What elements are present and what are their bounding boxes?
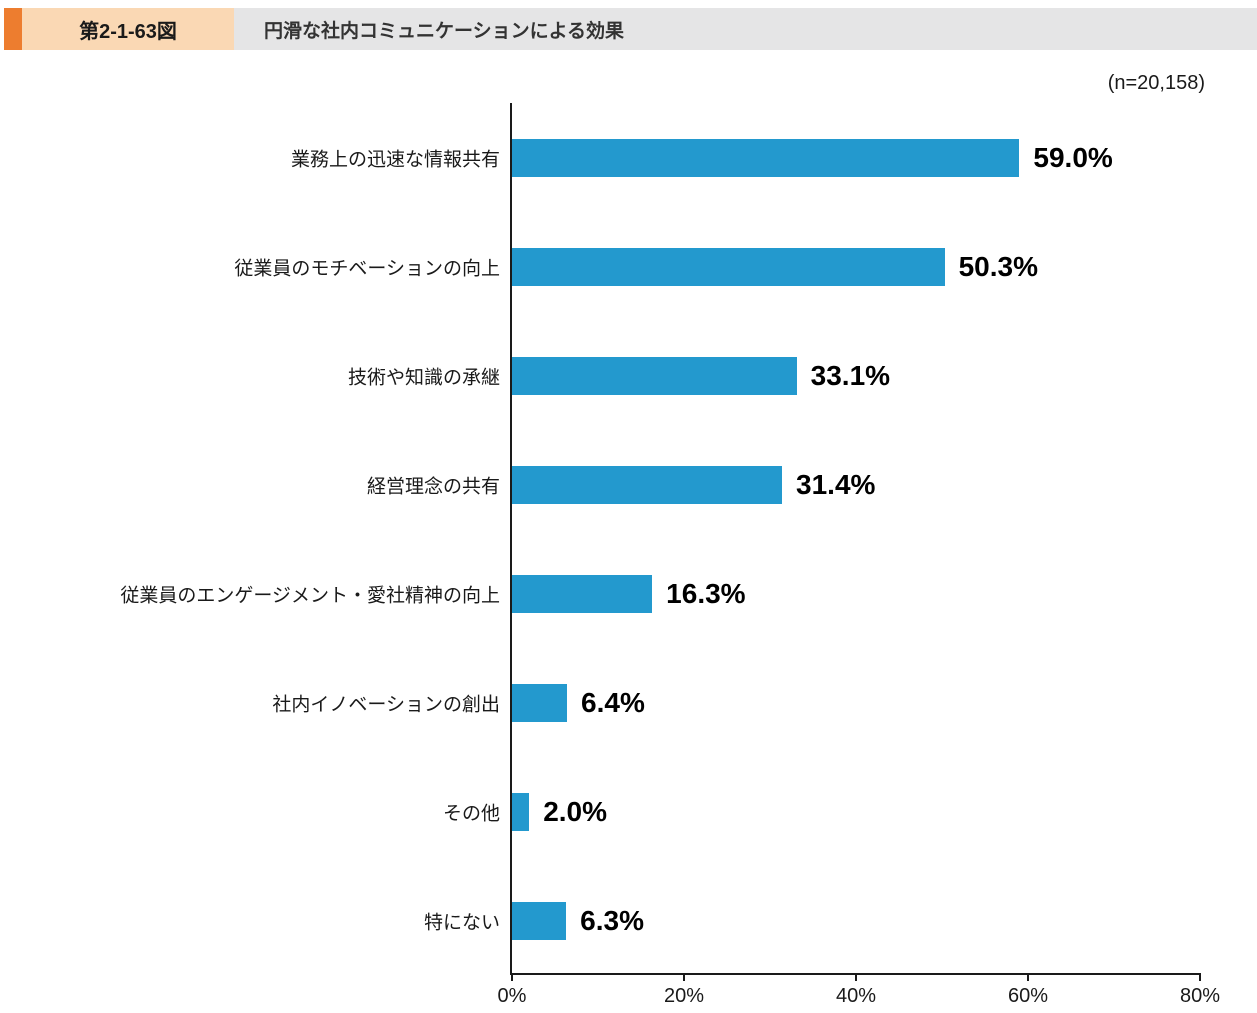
bar-row: 社内イノベーションの創出 6.4%	[272, 648, 1200, 757]
bar	[512, 138, 1020, 177]
bar	[512, 465, 783, 504]
category-label: 業務上の迅速な情報共有	[290, 149, 500, 170]
value-label: 16.3%	[666, 577, 746, 609]
category-label: 従業員のエンゲージメント・愛社精神の向上	[120, 585, 500, 606]
bar	[512, 574, 653, 613]
x-axis-tick	[1027, 973, 1029, 981]
x-axis-tick-label: 40%	[835, 985, 877, 1007]
x-axis-tick	[683, 973, 685, 981]
figure-number: 第2-1-63図	[22, 8, 234, 50]
accent-bar	[4, 8, 22, 50]
category-label: 技術や知識の承継	[347, 367, 500, 388]
x-axis-tick-label: 80%	[1179, 985, 1221, 1007]
figure-header: 第2-1-63図 円滑な社内コミュニケーションによる効果	[0, 8, 1257, 50]
value-label: 50.3%	[958, 250, 1038, 282]
value-label: 6.3%	[580, 904, 644, 936]
category-label: 経営理念の共有	[366, 476, 500, 497]
sample-size-label: (n=20,158)	[1107, 72, 1205, 94]
bar-row: 技術や知識の承継 33.1%	[348, 321, 1200, 430]
bar-row: 経営理念の共有 31.4%	[367, 430, 1200, 539]
bar-row: 従業員のモチベーションの向上 50.3%	[234, 212, 1200, 321]
bar	[512, 901, 567, 940]
bar-row: 業務上の迅速な情報共有 59.0%	[291, 103, 1200, 212]
category-label: その他	[442, 803, 500, 824]
bar	[512, 683, 568, 722]
value-label: 33.1%	[810, 359, 891, 391]
bar	[512, 792, 530, 831]
category-label: 従業員のモチベーションの向上	[234, 258, 500, 279]
bar	[512, 247, 945, 286]
bar-row: 特にない 6.3%	[424, 866, 1200, 975]
value-label: 6.4%	[581, 686, 645, 718]
value-label: 59.0%	[1033, 141, 1113, 173]
x-axis-tick-label: 20%	[663, 985, 705, 1007]
value-label: 31.4%	[796, 468, 876, 500]
category-label: 社内イノベーションの創出	[272, 694, 500, 715]
category-label: 特にない	[423, 912, 500, 933]
bar-rows: 業務上の迅速な情報共有 59.0% 従業員のモチベーションの向上 50.3% 技術や知識…	[120, 103, 1200, 975]
value-label: 2.0%	[543, 795, 608, 827]
plot-area: 業務上の迅速な情報共有 59.0% 従業員のモチベーションの向上 50.3% 技術や知識…	[120, 103, 1220, 1007]
x-axis-tick	[511, 973, 513, 981]
bar-row: その他 2.0%	[443, 757, 1200, 866]
x-axis-tick	[1199, 973, 1201, 981]
x-axis-tick-label: 60%	[1007, 985, 1049, 1007]
bar-row: 従業員のエンゲージメント・愛社精神の向上 16.3%	[120, 539, 1200, 648]
figure-title: 円滑な社内コミュニケーションによる効果	[234, 8, 1257, 50]
bar	[512, 356, 797, 395]
x-axis-tick-label: 0%	[497, 985, 527, 1007]
x-axis-tick	[855, 973, 857, 981]
